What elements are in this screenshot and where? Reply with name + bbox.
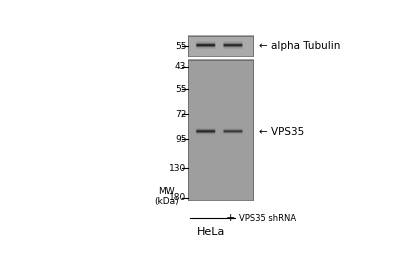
Text: 55: 55 [175,85,186,94]
Text: 72: 72 [175,109,186,119]
Text: +: + [226,213,236,223]
Text: 55: 55 [175,42,186,51]
Text: -: - [204,213,208,223]
Text: ← alpha Tubulin: ← alpha Tubulin [259,41,341,51]
Text: ← VPS35: ← VPS35 [259,127,304,137]
Text: VPS35 shRNA: VPS35 shRNA [239,214,296,223]
Text: MW
(kDa): MW (kDa) [154,187,178,206]
Text: 180: 180 [169,193,186,202]
Text: 95: 95 [175,135,186,144]
Text: 43: 43 [175,62,186,71]
Text: HeLa: HeLa [196,228,225,237]
Text: 130: 130 [169,164,186,173]
